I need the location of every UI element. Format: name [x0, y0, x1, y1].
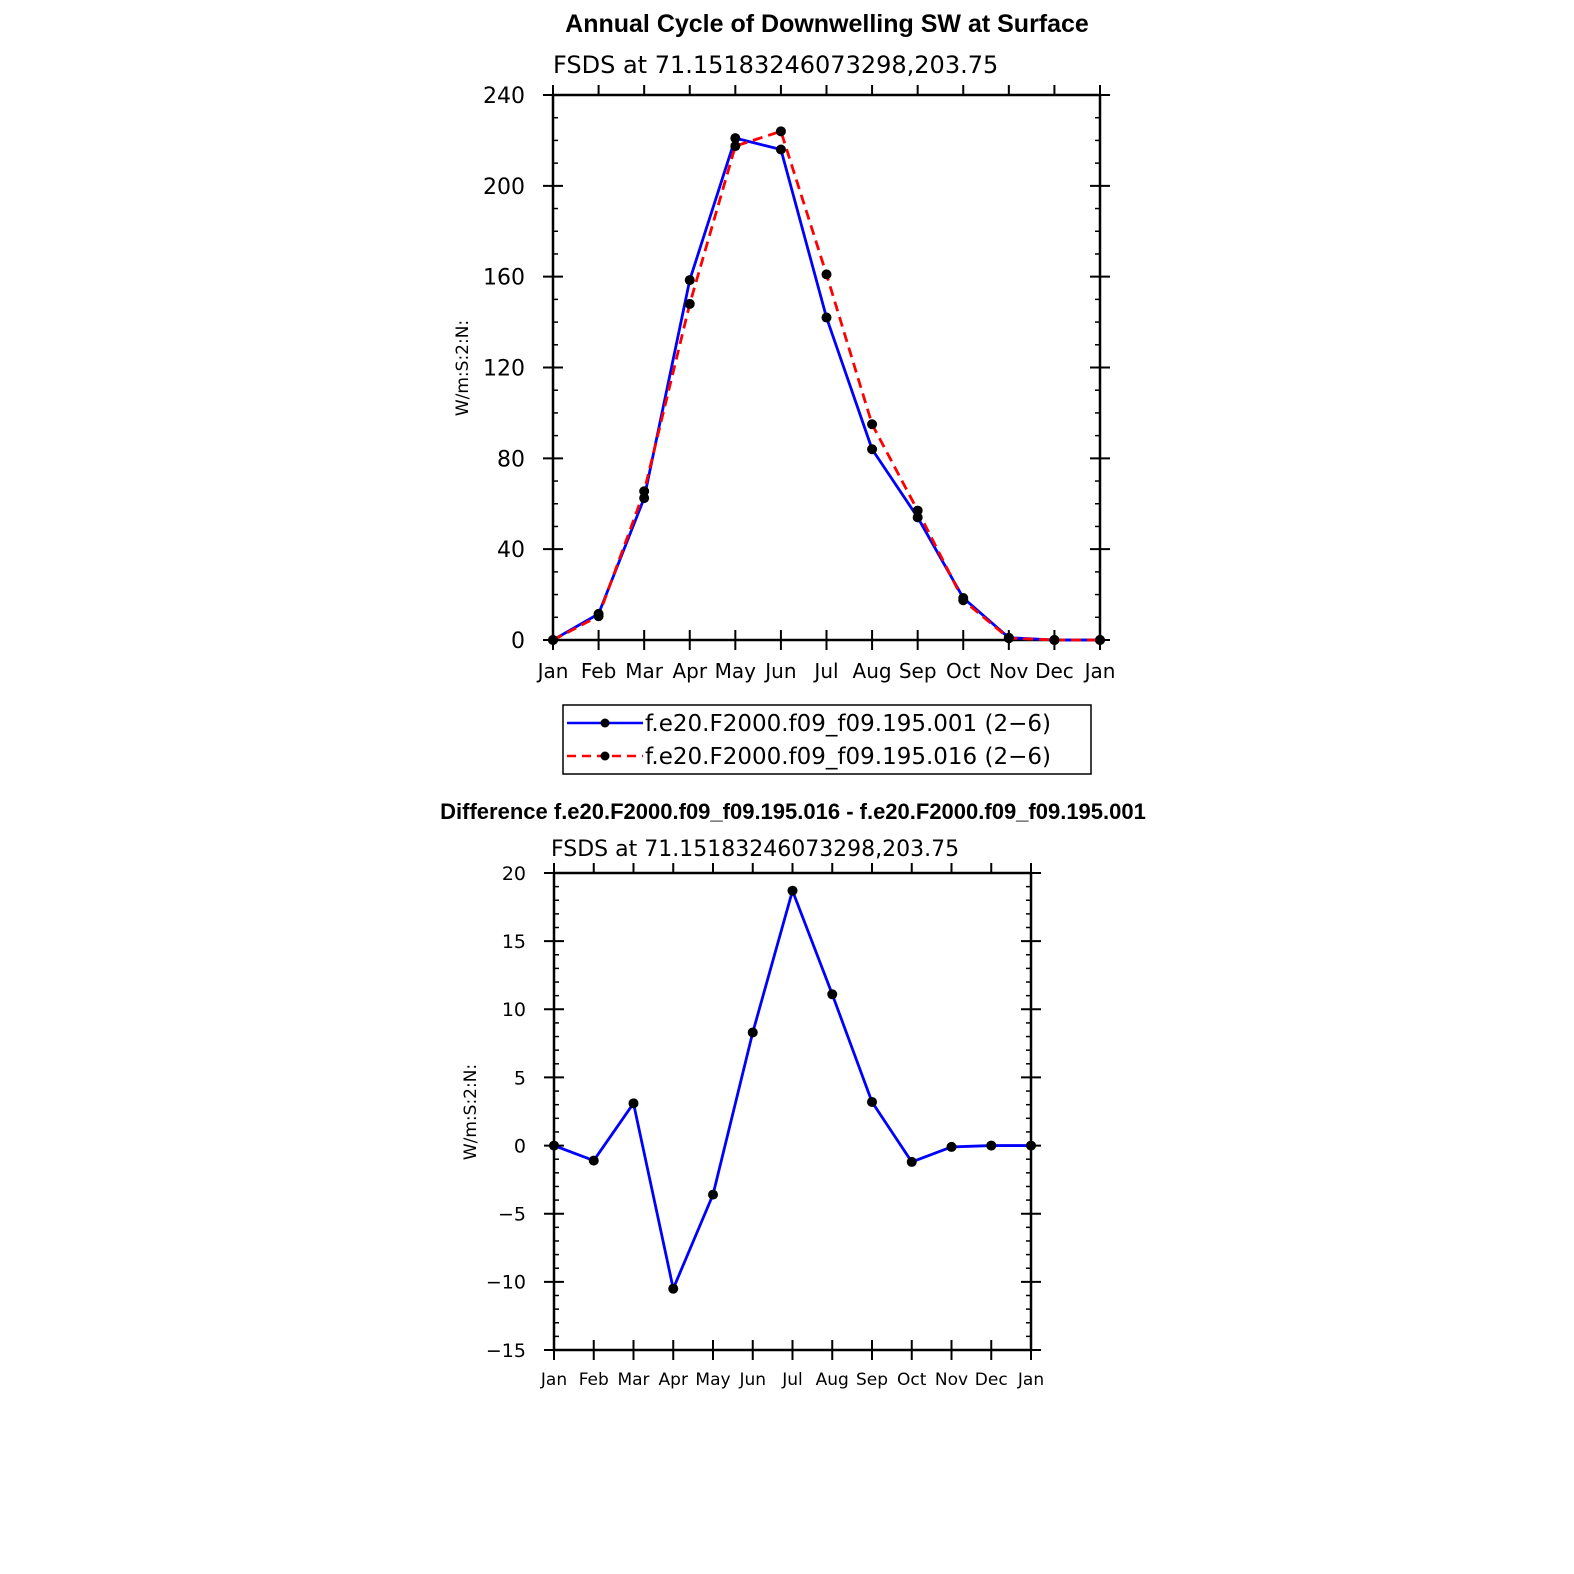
chart1-y-axis-label: W/m:S:2:N: — [453, 320, 473, 416]
chart1-xtick-label: Apr — [672, 659, 707, 683]
chart1-ytick-label: 40 — [497, 538, 525, 563]
chart1-series-2-point — [1095, 635, 1105, 645]
chart2-ytick-label: 20 — [502, 863, 526, 885]
chart1-series-1-point — [775, 144, 786, 155]
chart2-xtick-label: Oct — [897, 1370, 927, 1390]
chart2-xtick-label: Sep — [856, 1370, 888, 1390]
chart1-legend: f.e20.F2000.f09_f09.195.001 (2−6) f.e20.… — [562, 704, 1092, 775]
chart1-series-1-point — [730, 133, 741, 144]
chart2-xtick-label: Nov — [935, 1370, 968, 1390]
chart1-xtick-label: May — [715, 659, 757, 683]
chart1-plot-area: 0 40 80 120 160 200 240 Jan Feb Mar Apr May Jun Jul Au… — [483, 84, 1115, 683]
chart1-title: Annual Cycle of Downwelling SW at Surfac… — [565, 10, 1089, 38]
chart1-series-2-point — [912, 505, 923, 516]
chart1-xtick-label: Jun — [763, 659, 796, 683]
chart1-xtick-label: Nov — [989, 659, 1028, 683]
chart1-series-2-point — [867, 419, 878, 430]
chart1-frame — [551, 93, 1102, 642]
chart2-series-1-point — [867, 1096, 877, 1107]
chart1-series-2-point — [548, 635, 558, 645]
chart1-ytick-label: 120 — [483, 356, 525, 381]
legend-marker-series-2 — [600, 751, 610, 761]
chart1-series-2-point — [639, 486, 650, 497]
chart2-series-1-point — [1026, 1140, 1036, 1151]
chart1-series-line-1 — [552, 136, 1100, 642]
chart2-series-1-point — [946, 1141, 957, 1152]
chart2-ytick-label: 0 — [514, 1135, 526, 1157]
chart1-ytick-label: 0 — [511, 629, 525, 654]
chart1-xtick-label: Feb — [581, 659, 616, 683]
chart1-series-1-point — [684, 275, 695, 286]
chart2-series-1-point — [906, 1156, 917, 1167]
chart1-ytick-label: 160 — [483, 266, 525, 291]
chart1-series-2-point — [958, 595, 969, 606]
chart2-xtick-label: Mar — [617, 1370, 649, 1390]
chart2-xtick-label: Jul — [781, 1370, 803, 1390]
chart2-series-1-point — [588, 1155, 599, 1166]
chart2-ytick-label: −5 — [498, 1204, 526, 1226]
chart2-series-1-point — [549, 1140, 559, 1151]
chart2-xtick-label: Aug — [816, 1370, 849, 1390]
chart2-xtick-label: Jun — [738, 1370, 766, 1390]
chart1-series-2-point — [1003, 633, 1014, 644]
chart2-frame — [552, 871, 1033, 1352]
chart1-xtick-label: Oct — [946, 659, 981, 683]
chart2-series-1-point — [986, 1140, 997, 1151]
chart1-series-line-2 — [552, 129, 1100, 642]
chart2-ytick-label: 10 — [502, 999, 526, 1021]
chart1-series-2-point — [684, 298, 695, 309]
chart1-series-2-point — [775, 126, 786, 137]
chart2-ytick-label: −10 — [486, 1272, 526, 1294]
chart1-series-2-point — [593, 611, 604, 622]
chart2-series-line-1 — [553, 889, 1031, 1291]
chart2-series-1-point — [708, 1189, 718, 1200]
legend-frame — [562, 704, 1092, 775]
legend-label-series-2: f.e20.F2000.f09_f09.195.016 (2−6) — [645, 744, 1051, 770]
chart1-xtick-label: Dec — [1035, 659, 1074, 683]
chart2-xtick-label: May — [695, 1370, 730, 1390]
chart2-subtitle: FSDS at 71.15183246073298,203.75 — [551, 837, 959, 862]
chart2-xtick-label: Jan — [540, 1370, 567, 1390]
chart1-ytick-label: 200 — [483, 175, 525, 200]
chart2-series-1-point — [668, 1283, 679, 1294]
legend-label-series-1: f.e20.F2000.f09_f09.195.001 (2−6) — [645, 711, 1051, 737]
chart2-series-1-point — [628, 1098, 639, 1109]
chart2-ytick-label: 5 — [514, 1067, 526, 1089]
chart2-ytick-label: 15 — [502, 931, 526, 953]
chart2-y-axis-label: W/m:S:2:N: — [461, 1064, 481, 1160]
chart2-xtick-label: Jan — [1017, 1370, 1044, 1390]
chart1-ytick-label: 80 — [497, 447, 525, 472]
chart2-xtick-label: Feb — [579, 1370, 609, 1390]
legend-marker-series-1 — [600, 718, 610, 728]
chart1-xtick-label: Sep — [899, 659, 937, 683]
chart2-series-1-point — [827, 989, 838, 1000]
chart1-ytick-label: 240 — [483, 84, 525, 109]
chart1-xtick-label: Aug — [853, 659, 892, 683]
chart2-ytick-label: −15 — [486, 1340, 526, 1362]
chart2-series-1-point — [747, 1027, 758, 1038]
chart1-series-1-point — [821, 312, 832, 323]
chart1-xtick-label: Mar — [625, 659, 664, 683]
chart1-xtick-label: Jan — [1083, 659, 1116, 683]
chart2-xtick-label: Apr — [659, 1370, 688, 1390]
chart1-series-2-point — [1049, 635, 1060, 645]
chart2-series-1-point — [787, 885, 798, 896]
chart1-series-1-point — [867, 444, 878, 455]
chart1-xtick-label: Jan — [536, 659, 569, 683]
chart2-plot-area: −15 −10 −5 0 5 10 15 20 Jan Feb Mar Apr May Jun Jul Aug… — [486, 863, 1044, 1390]
chart1-series-2-point — [821, 269, 832, 280]
chart1-series-2-point — [730, 141, 741, 152]
chart1-subtitle: FSDS at 71.15183246073298,203.75 — [553, 51, 998, 79]
chart2-xtick-label: Dec — [975, 1370, 1008, 1390]
chart1-xtick-label: Jul — [812, 659, 838, 683]
chart2-title: Difference f.e20.F2000.f09_f09.195.016 -… — [440, 799, 1146, 824]
